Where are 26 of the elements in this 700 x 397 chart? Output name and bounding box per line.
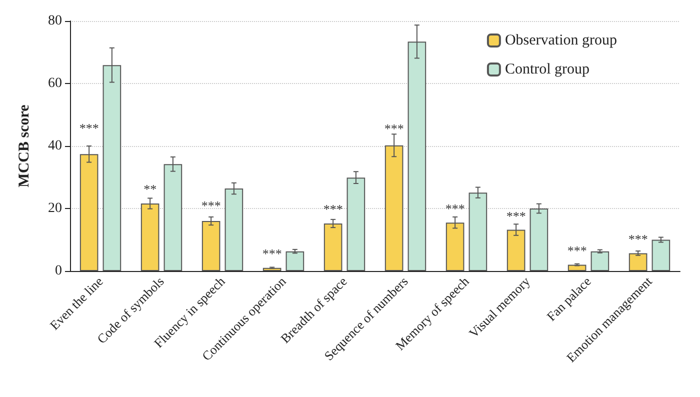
y-tick-label: 40 bbox=[48, 138, 62, 154]
annotation: *** bbox=[445, 201, 465, 216]
y-tick-label: 60 bbox=[48, 76, 62, 91]
annotation: *** bbox=[567, 243, 587, 258]
annotation: *** bbox=[384, 121, 404, 136]
annotation: *** bbox=[201, 198, 221, 213]
annotation: *** bbox=[628, 231, 648, 246]
annotation: *** bbox=[506, 208, 526, 224]
y-tick-label: 20 bbox=[48, 201, 62, 216]
y-axis-title: MCCB score bbox=[16, 104, 32, 188]
y-tick-label: 80 bbox=[48, 14, 62, 28]
annotation: *** bbox=[262, 246, 282, 261]
bar bbox=[628, 253, 648, 271]
annotation: ** bbox=[144, 181, 157, 196]
legend-label: Observation group bbox=[504, 32, 617, 48]
bar bbox=[262, 268, 282, 271]
bar bbox=[568, 264, 586, 271]
bar bbox=[324, 224, 342, 271]
bar bbox=[286, 251, 304, 271]
bar bbox=[530, 208, 548, 271]
annotation: *** bbox=[323, 202, 343, 217]
annotation: *** bbox=[79, 120, 99, 136]
bar bbox=[590, 251, 610, 271]
bar bbox=[202, 221, 220, 271]
bar bbox=[652, 240, 670, 271]
legend-label: Control group bbox=[504, 62, 590, 78]
